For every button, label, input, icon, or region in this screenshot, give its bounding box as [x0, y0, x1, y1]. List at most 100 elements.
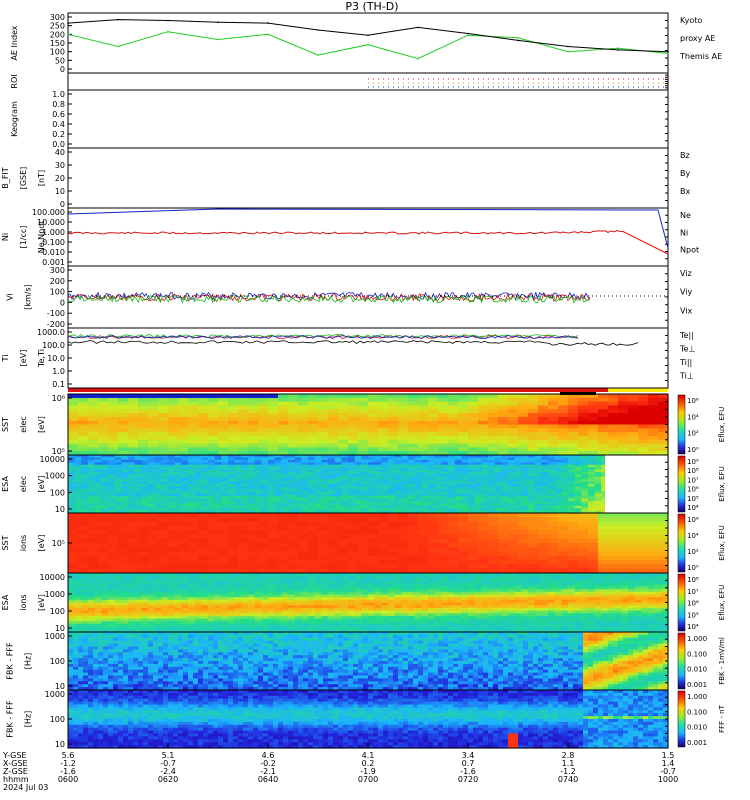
spectro-cell	[448, 471, 456, 475]
spectro-cell	[398, 547, 409, 553]
spectro-cell	[148, 469, 156, 473]
spectro-cell	[108, 573, 116, 577]
spectro-cell	[241, 467, 249, 471]
spectro-cell	[278, 555, 289, 561]
spectro-cell	[258, 513, 269, 518]
spectro-cell	[268, 547, 279, 553]
spectro-cell	[598, 521, 609, 527]
spectro-cell	[258, 530, 269, 535]
spectro-cell	[314, 462, 322, 466]
spectro-cell	[88, 534, 99, 540]
spectro-cell	[241, 510, 249, 514]
spectro-cell	[568, 513, 579, 518]
spectro-cell	[528, 435, 539, 441]
spectro-cell	[188, 607, 196, 612]
spectro-cell	[314, 575, 322, 579]
spectro-cell	[248, 581, 256, 585]
spectro-cell	[194, 493, 202, 497]
spectro-cell	[234, 488, 242, 492]
spectro-cell	[254, 578, 262, 582]
spectro-cell	[401, 486, 409, 490]
spectro-cell	[314, 629, 322, 633]
spectro-cell	[458, 551, 469, 557]
spectro-cell	[94, 589, 102, 593]
spectro-cell	[521, 486, 529, 490]
spectro-cell	[354, 491, 362, 495]
spectro-cell	[441, 455, 449, 458]
spectro-cell	[248, 513, 259, 518]
spectro-cell	[74, 586, 82, 590]
spectro-cell	[321, 591, 329, 596]
spectro-cell	[548, 479, 556, 483]
spectro-cell	[488, 459, 496, 463]
spectro-cell	[94, 469, 102, 473]
spectro-cell	[168, 432, 179, 437]
spectro-cell	[568, 455, 576, 458]
spectro-cell	[494, 462, 502, 466]
spectro-cell	[101, 578, 109, 582]
spectro-cell	[68, 481, 76, 485]
spectro-cell	[188, 599, 196, 604]
spectro-cell	[128, 525, 139, 531]
spectro-cell	[261, 508, 269, 512]
spectro-cell	[248, 420, 259, 426]
spectro-cell	[68, 589, 76, 593]
spectro-cell	[201, 508, 209, 512]
spectro-cell	[121, 469, 129, 473]
spectro-cell	[254, 594, 262, 598]
spectro-cell	[94, 621, 102, 625]
spectro-cell	[428, 464, 436, 468]
spectro-cell	[221, 613, 229, 617]
spectro-cell	[188, 500, 196, 504]
spectro-cell	[78, 564, 89, 570]
spectro-cell	[68, 618, 76, 622]
spectro-cell	[341, 457, 349, 461]
spectro-cell	[408, 481, 416, 485]
spectro-cell	[474, 493, 482, 497]
spectro-cell	[581, 505, 589, 509]
spectro-cell	[448, 547, 459, 553]
spectro-cell	[81, 581, 89, 585]
spectro-cell	[578, 517, 589, 523]
spectro-cell	[138, 443, 149, 448]
spectro-cell	[428, 409, 439, 414]
spectro-cell	[218, 568, 229, 574]
spectro-cell	[648, 521, 659, 527]
spectro-cell	[598, 439, 609, 445]
spectro-cell	[94, 607, 102, 612]
spectro-cell	[408, 503, 416, 507]
spectro-cell	[594, 488, 602, 492]
spectro-cell	[281, 613, 289, 617]
spectro-cell	[261, 599, 269, 604]
spectro-cell	[468, 405, 479, 410]
spectro-cell	[254, 498, 262, 502]
spectro-cell	[398, 517, 409, 523]
spectro-cell	[74, 618, 82, 622]
spectro-cell	[528, 451, 539, 456]
spectro-cell	[468, 479, 476, 483]
spectro-cell	[358, 513, 369, 518]
spectro-cell	[548, 435, 559, 441]
spectro-cell	[81, 503, 89, 507]
spectro-cell	[294, 467, 302, 471]
spectro-cell	[288, 581, 296, 585]
spectro-cell	[434, 491, 442, 495]
spectro-cell	[178, 420, 189, 426]
spectro-cell	[88, 505, 96, 509]
spectro-cell	[78, 547, 89, 553]
spectro-cell	[168, 451, 179, 456]
spectro-cell	[228, 613, 236, 617]
spectro-cell	[94, 605, 102, 609]
spectro-cell	[68, 591, 76, 596]
spectro-cell	[341, 599, 349, 604]
spectro-cell	[568, 462, 576, 466]
spectro-cell	[388, 525, 399, 531]
spectro-cell	[94, 581, 102, 585]
spectro-cell	[128, 530, 139, 535]
spectro-cell	[168, 517, 179, 523]
spectro-cell	[521, 488, 529, 492]
spectro-cell	[94, 599, 102, 604]
spectro-cell	[548, 455, 556, 458]
spectro-cell	[338, 555, 349, 561]
spectro-cell	[428, 538, 439, 544]
